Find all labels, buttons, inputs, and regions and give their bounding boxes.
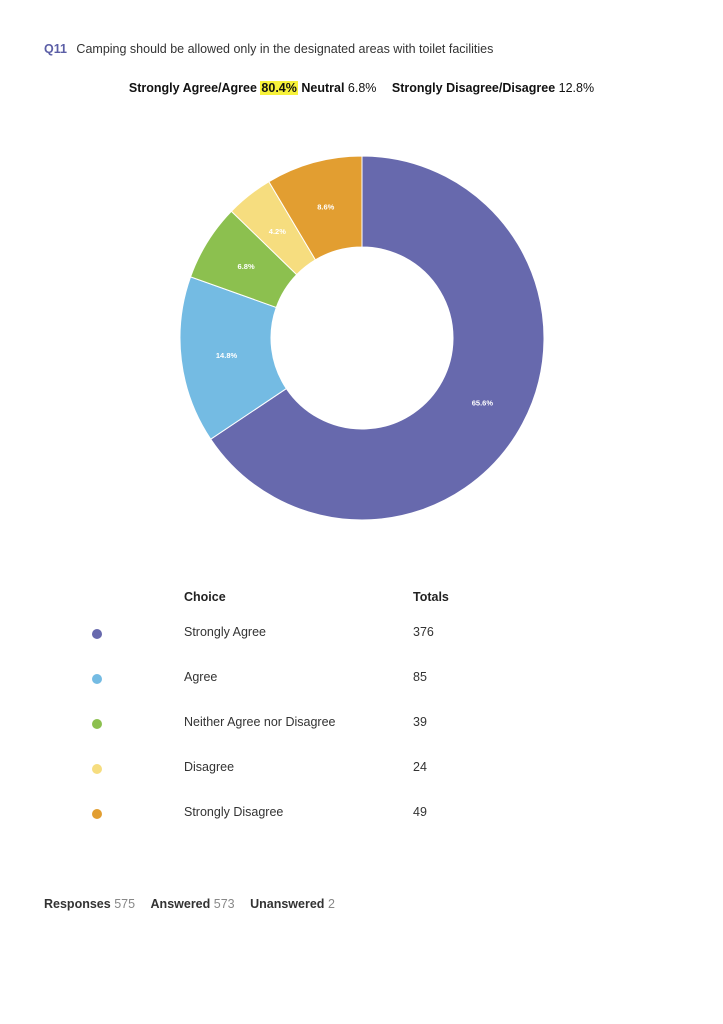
- donut-slices: [179, 155, 545, 521]
- donut-slice-strongly-agree: [210, 155, 545, 521]
- summary-agree-label: Strongly Agree/Agree: [128, 81, 257, 95]
- total-value: 39: [413, 715, 427, 729]
- question-text: Camping should be allowed only in the de…: [76, 42, 494, 56]
- choice-label: Strongly Agree: [184, 625, 266, 639]
- legend-dot: [92, 629, 102, 639]
- total-value: 85: [413, 670, 427, 684]
- slice-percent-label: 8.6%: [317, 202, 334, 211]
- response-stats: Responses 575 Answered 573 Unanswered 2: [44, 897, 347, 911]
- slice-percent-label: 65.6%: [472, 398, 494, 407]
- question-line: Q11 Camping should be allowed only in th…: [44, 42, 493, 56]
- legend-dot: [92, 719, 102, 729]
- table-row: Agree 85: [0, 668, 723, 688]
- answered-value: 573: [213, 897, 235, 911]
- summary-line: Strongly Agree/Agree 80.4% Neutral 6.8% …: [0, 81, 723, 95]
- table-row: Strongly Disagree 49: [0, 803, 723, 823]
- slice-percent-label: 6.8%: [238, 262, 255, 271]
- unanswered-value: 2: [327, 897, 335, 911]
- answered-label: Answered: [150, 897, 211, 911]
- total-value: 49: [413, 805, 427, 819]
- legend-dot: [92, 674, 102, 684]
- summary-disagree-label: Strongly Disagree/Disagree: [391, 81, 556, 95]
- choice-label: Neither Agree nor Disagree: [184, 715, 336, 729]
- choice-label: Disagree: [184, 760, 235, 774]
- choice-label: Agree: [184, 670, 218, 684]
- donut-slice-agree: [179, 276, 288, 440]
- question-number: Q11: [44, 42, 67, 56]
- donut-slice-strongly-disagree: [268, 155, 363, 261]
- legend-dot: [92, 809, 102, 819]
- responses-value: 575: [114, 897, 136, 911]
- table-row: Strongly Agree 376: [0, 623, 723, 643]
- unanswered-label: Unanswered: [250, 897, 325, 911]
- choice-label: Strongly Disagree: [184, 805, 284, 819]
- summary-neutral-value: 6.8%: [347, 81, 377, 95]
- table-row: Disagree 24: [0, 758, 723, 778]
- totals-column-header: Totals: [413, 590, 449, 604]
- responses-label: Responses: [44, 897, 111, 911]
- slice-percent-label: 14.8%: [216, 351, 238, 360]
- choice-column-header: Choice: [184, 590, 226, 604]
- summary-agree-value: 80.4%: [260, 81, 298, 95]
- donut-chart: 65.6% 14.8% 6.8% 4.2% 8.6%: [179, 155, 545, 521]
- summary-disagree-value: 12.8%: [558, 81, 595, 95]
- table-row: Neither Agree nor Disagree 39: [0, 713, 723, 733]
- summary-neutral-label: Neutral: [301, 81, 345, 95]
- donut-labels: 65.6% 14.8% 6.8% 4.2% 8.6%: [216, 202, 493, 407]
- total-value: 24: [413, 760, 427, 774]
- legend-dot: [92, 764, 102, 774]
- total-value: 376: [413, 625, 434, 639]
- slice-percent-label: 4.2%: [269, 227, 286, 236]
